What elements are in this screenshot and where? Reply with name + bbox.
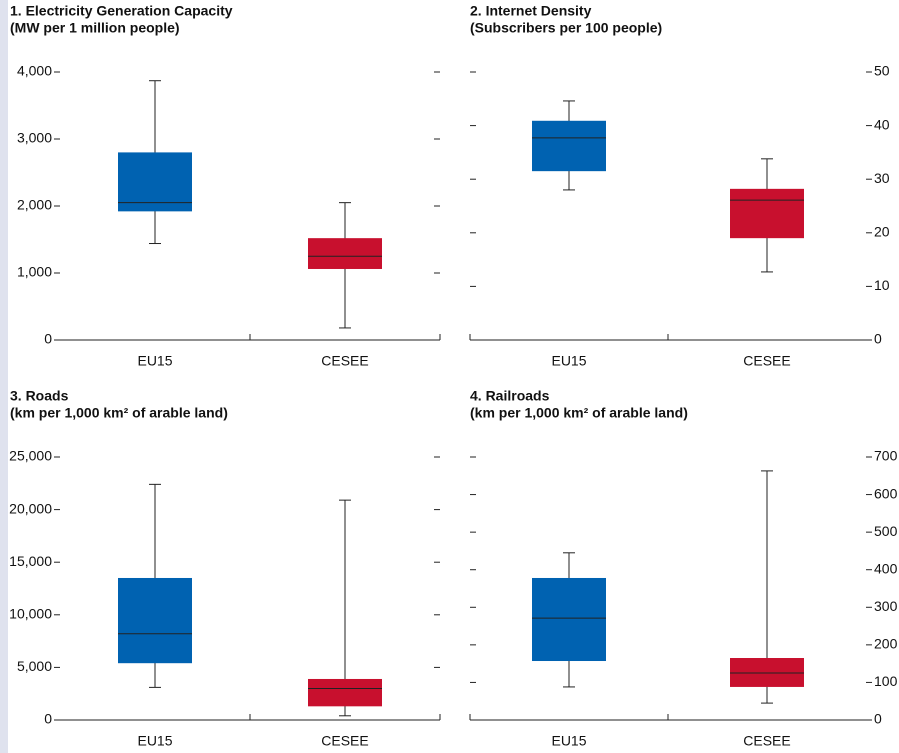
y-tick-label: 4,000 xyxy=(17,63,52,79)
y-tick-label: 0 xyxy=(44,711,52,727)
y-tick-label: 10 xyxy=(874,277,890,293)
y-tick-label: 50 xyxy=(874,63,890,79)
chart-title: 2. Internet Density xyxy=(470,3,592,19)
y-tick-label: 0 xyxy=(44,331,52,347)
x-tick-label: EU15 xyxy=(137,353,172,369)
chart-title: 1. Electricity Generation Capacity xyxy=(10,3,233,19)
y-tick-label: 25,000 xyxy=(9,448,52,464)
y-tick-label: 15,000 xyxy=(9,553,52,569)
box xyxy=(730,188,804,239)
y-tick-label: 700 xyxy=(874,448,898,464)
y-tick-label: 20 xyxy=(874,224,890,240)
y-tick-label: 300 xyxy=(874,598,898,614)
x-tick-label: CESEE xyxy=(743,733,790,749)
y-tick-label: 10,000 xyxy=(9,606,52,622)
y-tick-label: 40 xyxy=(874,116,890,132)
y-tick-label: 0 xyxy=(874,711,882,727)
box xyxy=(118,152,192,212)
y-tick-label: 0 xyxy=(874,331,882,347)
chart-subtitle: (MW per 1 million people) xyxy=(10,20,180,36)
box xyxy=(118,577,192,664)
y-tick-label: 600 xyxy=(874,485,898,501)
x-tick-label: EU15 xyxy=(551,353,586,369)
chart-subtitle: (km per 1,000 km² of arable land) xyxy=(10,405,228,421)
y-tick-label: 2,000 xyxy=(17,197,52,213)
x-tick-label: EU15 xyxy=(137,733,172,749)
y-tick-label: 1,000 xyxy=(17,264,52,280)
box xyxy=(532,577,606,662)
y-tick-label: 400 xyxy=(874,560,898,576)
y-tick-label: 20,000 xyxy=(9,500,52,516)
x-tick-label: CESEE xyxy=(321,353,368,369)
y-tick-label: 5,000 xyxy=(17,658,52,674)
y-tick-label: 3,000 xyxy=(17,130,52,146)
y-tick-label: 100 xyxy=(874,673,898,689)
box xyxy=(308,238,382,269)
box xyxy=(532,120,606,172)
x-tick-label: EU15 xyxy=(551,733,586,749)
y-tick-label: 200 xyxy=(874,636,898,652)
x-tick-label: CESEE xyxy=(321,733,368,749)
side-strip xyxy=(0,0,8,753)
x-tick-label: CESEE xyxy=(743,353,790,369)
y-tick-label: 30 xyxy=(874,170,890,186)
chart-title: 3. Roads xyxy=(10,388,69,404)
chart-subtitle: (Subscribers per 100 people) xyxy=(470,20,662,36)
box xyxy=(730,658,804,687)
box xyxy=(308,678,382,707)
chart-subtitle: (km per 1,000 km² of arable land) xyxy=(470,405,688,421)
chart-title: 4. Railroads xyxy=(470,388,550,404)
y-tick-label: 500 xyxy=(874,523,898,539)
